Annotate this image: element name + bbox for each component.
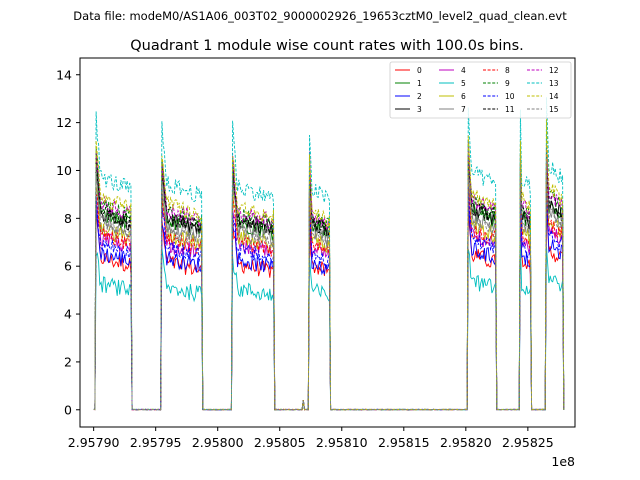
legend-label-2: 2 [417, 92, 422, 101]
series-line-6 [93, 172, 565, 411]
plot-area [93, 97, 565, 411]
x-tick-label: 2.95805 [254, 435, 306, 450]
axes-frame [79, 57, 576, 428]
series-line-7 [93, 158, 565, 411]
series-line-10 [93, 186, 565, 411]
y-tick-label: 6 [64, 259, 72, 274]
legend-label-3: 3 [417, 105, 422, 114]
series-line-5 [93, 241, 565, 411]
x-tick-label: 2.95810 [316, 435, 368, 450]
legend-label-12: 12 [549, 66, 559, 75]
series-line-13 [93, 97, 565, 411]
x-tick-label: 2.95800 [192, 435, 244, 450]
chart-suptitle: Data file: modeM0/AS1A06_003T02_90000029… [73, 9, 567, 23]
y-tick-label: 4 [64, 307, 72, 322]
y-tick-label: 0 [64, 402, 72, 417]
y-tick-label: 12 [56, 115, 72, 130]
chart-title: Quadrant 1 module wise count rates with … [130, 38, 524, 54]
legend-box [389, 61, 572, 119]
legend-label-15: 15 [549, 105, 559, 114]
y-axis: 0 2 4 6 8 10 12 14 [56, 67, 80, 417]
series-line-14 [93, 119, 565, 411]
x-axis: 2.95790 2.95795 2.95800 2.95805 2.95810 2.958… [68, 427, 554, 450]
legend-label-9: 9 [505, 79, 510, 88]
x-axis-offset-label: 1e8 [551, 454, 575, 469]
legend-label-6: 6 [461, 92, 466, 101]
y-tick-label: 14 [56, 67, 72, 82]
legend-label-13: 13 [549, 79, 559, 88]
series-line-15 [93, 159, 565, 411]
series-line-4 [93, 181, 565, 411]
legend-label-11: 11 [505, 105, 515, 114]
legend-label-5: 5 [461, 79, 466, 88]
x-tick-label: 2.95795 [130, 435, 182, 450]
y-tick-label: 2 [64, 354, 72, 369]
y-tick-label: 10 [56, 163, 72, 178]
legend-label-14: 14 [549, 92, 559, 101]
x-tick-label: 2.95790 [68, 435, 120, 450]
legend-label-7: 7 [461, 105, 466, 114]
series-line-2 [93, 195, 565, 411]
legend-label-0: 0 [417, 66, 422, 75]
y-tick-label: 8 [64, 211, 72, 226]
legend-label-1: 1 [417, 79, 422, 88]
legend-label-4: 4 [461, 66, 466, 75]
series-line-12 [93, 135, 565, 411]
x-tick-label: 2.95815 [378, 435, 430, 450]
x-tick-label: 2.95820 [440, 435, 492, 450]
legend-label-8: 8 [505, 66, 510, 75]
legend-label-10: 10 [505, 92, 515, 101]
x-tick-label: 2.95825 [502, 435, 554, 450]
